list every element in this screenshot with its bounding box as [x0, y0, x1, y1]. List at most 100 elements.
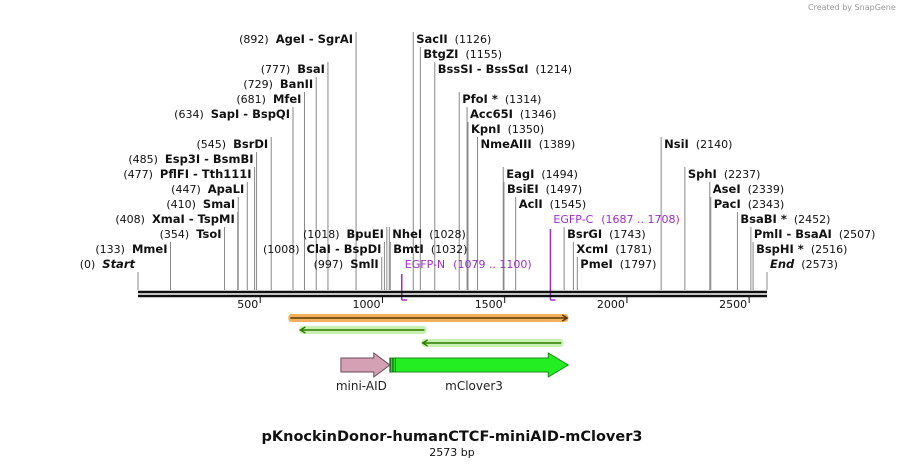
site-name: BsrGI [567, 227, 602, 241]
site-position: (777) [261, 63, 291, 76]
site-position: (1797) [620, 258, 657, 271]
site-position: (2343) [748, 198, 785, 211]
site-smai: SmaI (410) [166, 197, 235, 211]
tick-label-2000: 2000 [597, 298, 625, 311]
feature-mclover3: mClover3 [389, 352, 570, 393]
site-position: (1389) [539, 138, 576, 151]
site-bsssi: BssSI - BssSαI (1214) [438, 62, 572, 76]
bar-arrowhead [561, 314, 569, 322]
site-position: (408) [115, 213, 145, 226]
site-acc65i: Acc65I (1346) [470, 107, 556, 121]
primer-name: EGFP-C [553, 213, 593, 226]
site-pflfi: PflFI - Tth111I (477) [123, 167, 251, 181]
tick-label-1000: 1000 [352, 298, 380, 311]
feature-mini-aid: mini-AID [336, 352, 391, 393]
site-position: (1545) [550, 198, 587, 211]
site-position: (1497) [546, 183, 583, 196]
site-esp3i: Esp3I - BsmBI (485) [128, 152, 253, 166]
site-position: (2452) [794, 213, 831, 226]
site-apali: ApaLI (447) [171, 182, 244, 196]
site-name: ApaLI [208, 182, 245, 196]
site-name: SmaI [203, 197, 235, 211]
site-kpni: KpnI (1350) [471, 122, 544, 136]
site-name: SacII [416, 32, 447, 46]
site-position: (1018) [303, 228, 340, 241]
site-name: PflFI - Tth111I [160, 167, 252, 181]
site-position: (1314) [505, 93, 542, 106]
site-nmeaiii: NmeAIII (1389) [481, 137, 576, 151]
site-pfoi: PfoI * (1314) [462, 92, 541, 106]
site-name: SphI [688, 167, 717, 181]
site-name: BanII [280, 77, 313, 91]
site-position: (1743) [609, 228, 646, 241]
site-position: (410) [166, 198, 196, 211]
site-sacii: SacII (1126) [416, 32, 491, 46]
site-position: (729) [243, 78, 273, 91]
site-name: XmaI - TspMI [152, 212, 235, 226]
site-bsiei: BsiEI (1497) [507, 182, 582, 196]
primer-range: (1079 .. 1100) [453, 258, 532, 271]
site-name: PfoI * [462, 92, 498, 106]
green-bar-2 [421, 339, 564, 347]
primer-marker [549, 229, 556, 301]
site-position: (2516) [811, 243, 848, 256]
site-leader-lines [137, 32, 768, 290]
site-bsphi: BspHI * (2516) [756, 242, 847, 256]
site-name: Acc65I [470, 107, 513, 121]
bar-arrowhead [421, 339, 428, 347]
site-position: (133) [95, 243, 125, 256]
site-bsrdi: BsrDI (545) [197, 137, 269, 151]
site-name: PmlI - BsaAI [754, 227, 832, 241]
site-bpuei: BpuEI (1018) [303, 227, 384, 241]
feature-arrow [340, 352, 391, 378]
site-mfei: MfeI (681) [236, 92, 301, 106]
feature-bars [288, 314, 569, 347]
site-labels: Start(0)MmeI(133)TsoI(354)XmaI - TspMI(4… [80, 32, 876, 271]
site-clai: ClaI - BspDI (1008) [263, 242, 381, 256]
feature-arrows: mini-AID mClover3 [336, 352, 570, 393]
site-position: (485) [128, 153, 158, 166]
site-name: NheI [392, 227, 422, 241]
site-name: BpuEI [347, 227, 384, 241]
site-acli: AclI (1545) [519, 197, 587, 211]
feature-arrow [389, 352, 570, 378]
site-name: SapI - BspQI [211, 107, 290, 121]
site-nhei: NheI (1028) [392, 227, 465, 241]
site-name: BsaI [297, 62, 325, 76]
site-name: PmeI [580, 257, 613, 271]
site-name: AclI [519, 197, 543, 211]
site-name: MmeI [132, 242, 168, 256]
site-position: (1494) [541, 168, 578, 181]
snapgene-credit: Created by SnapGene [808, 3, 896, 12]
feature-label: mini-AID [336, 379, 387, 393]
site-name: BtgZI [423, 47, 458, 61]
site-name: BspHI * [756, 242, 804, 256]
site-name: NsiI [664, 137, 689, 151]
site-position: (0) [80, 258, 96, 271]
site-position: (1126) [455, 33, 492, 46]
site-sapi: SapI - BspQI (634) [174, 107, 290, 121]
site-smli: SmlI (997) [314, 257, 379, 271]
site-bmti: BmtI (1032) [393, 242, 467, 256]
site-position: (2507) [839, 228, 876, 241]
site-position: (354) [160, 228, 190, 241]
site-pmli: PmlI - BsaAI (2507) [754, 227, 876, 241]
site-name: ClaI - BspDI [307, 242, 382, 256]
site-start: Start (0) [80, 257, 136, 271]
site-name: XcmI [576, 242, 608, 256]
tick-label-1500: 1500 [475, 298, 503, 311]
site-name: Start [102, 257, 135, 271]
primer-egfp-c: EGFP-C (1687 .. 1708) [549, 213, 680, 301]
site-name: SmlI [350, 257, 379, 271]
site-bsabi: BsaBI * (2452) [740, 212, 830, 226]
site-name: Esp3I - BsmBI [165, 152, 254, 166]
site-end: End (2573) [770, 257, 838, 271]
site-position: (1350) [508, 123, 545, 136]
site-name: MfeI [273, 92, 302, 106]
primer-range: (1687 .. 1708) [601, 213, 680, 226]
site-paci: PacI (2343) [714, 197, 785, 211]
site-agei: AgeI - SgrAI (892) [239, 32, 353, 46]
site-name: End [770, 257, 795, 271]
site-name: NmeAIII [481, 137, 532, 151]
